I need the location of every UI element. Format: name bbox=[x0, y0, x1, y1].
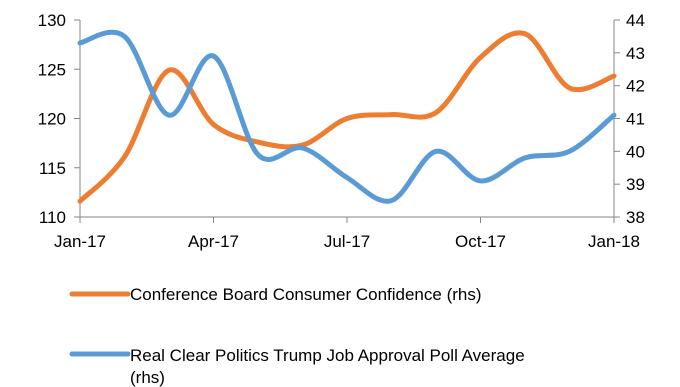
series-line-job-approval bbox=[77, 29, 617, 204]
left-y-tick-label: 125 bbox=[38, 60, 66, 79]
right-y-tick-label: 44 bbox=[626, 11, 645, 30]
x-tick-label: Jul-17 bbox=[324, 232, 370, 251]
legend-label-consumer-confidence: Conference Board Consumer Confidence (rh… bbox=[130, 285, 482, 304]
left-y-tick-label: 120 bbox=[38, 110, 66, 129]
left-y-tick-label: 115 bbox=[39, 159, 66, 178]
right-y-tick-label: 41 bbox=[626, 110, 645, 129]
x-tick-label: Oct-17 bbox=[455, 232, 506, 251]
series-layer bbox=[77, 29, 617, 204]
legend-label-job-approval: Real Clear Politics Trump Job Approval P… bbox=[130, 346, 525, 365]
x-tick-label: Apr-17 bbox=[188, 232, 239, 251]
right-y-tick-label: 42 bbox=[626, 77, 645, 96]
left-y-tick-label: 130 bbox=[38, 11, 66, 30]
x-tick-label: Jan-18 bbox=[588, 232, 640, 251]
right-y-tick-label: 40 bbox=[626, 142, 645, 161]
legend-label-job-approval-cont: (rhs) bbox=[130, 368, 165, 387]
legend: Conference Board Consumer Confidence (rh… bbox=[69, 285, 525, 387]
left-y-tick-label: 110 bbox=[39, 208, 66, 227]
series-line-consumer-confidence bbox=[77, 30, 617, 204]
right-y-tick-label: 39 bbox=[626, 175, 645, 194]
right-y-tick-label: 43 bbox=[626, 44, 645, 63]
right-y-tick-label: 38 bbox=[626, 208, 645, 227]
axes: 110 115 120 125 130 38 39 40 41 42 43 44 Jan-17 Apr-1… bbox=[38, 11, 645, 251]
x-tick-label: Jan-17 bbox=[54, 232, 106, 251]
